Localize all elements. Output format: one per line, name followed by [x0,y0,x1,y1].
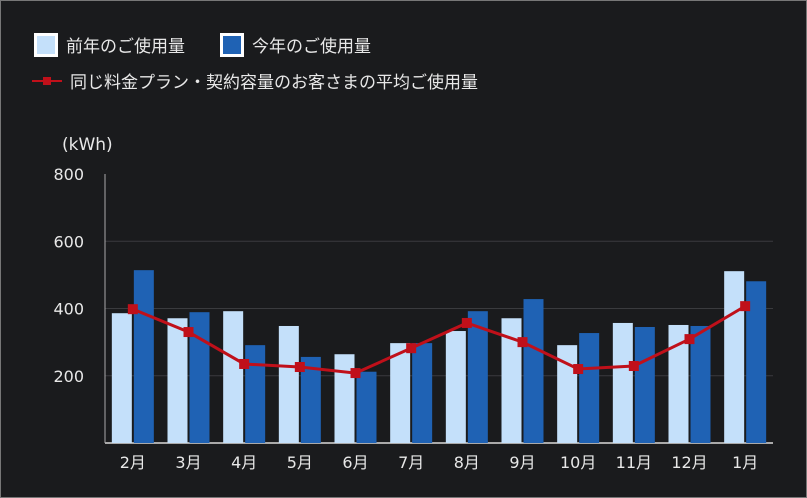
bar-current [412,343,433,443]
bar-current [189,312,210,443]
x-tick-label: 8月 [454,453,480,472]
bar-current [300,356,321,443]
bar-previous [111,313,132,443]
bar-current [133,270,154,443]
bar-current [746,281,767,443]
average-point [684,334,695,345]
bar-previous [445,331,466,443]
x-tick-label: 1月 [732,453,758,472]
legend-swatch-prev [34,32,58,57]
legend-label-curr: 今年のご使用量 [252,37,371,57]
bar-current [579,333,600,443]
bar-previous [612,322,633,443]
x-tick-label: 3月 [175,453,201,472]
y-unit-label: (kWh) [62,135,113,155]
average-point [461,317,472,328]
legend-label-avg: 同じ料金プラン・契約容量のお客さまの平均ご使用量 [70,73,478,93]
bar-current [690,325,711,443]
x-tick-label: 5月 [287,453,313,472]
y-tick-label: 200 [53,367,84,386]
average-point [628,360,639,371]
legend-item-curr: 今年のご使用量 [220,32,371,57]
bar-previous [557,345,578,443]
bar-current [523,299,544,443]
legend-item-prev: 前年のご使用量 [34,32,185,57]
x-tick-label: 7月 [398,453,424,472]
x-tick-label: 11月 [616,453,652,472]
x-tick-label: 4月 [231,453,257,472]
bar-previous [223,311,244,443]
bar-previous [668,324,689,443]
y-tick-label: 400 [53,300,84,319]
x-tick-label: 9月 [509,453,535,472]
x-tick-label: 12月 [671,453,707,472]
average-point [350,368,361,379]
average-point [740,301,751,312]
x-tick-label: 10月 [560,453,596,472]
bar-previous [334,354,355,443]
legend-item-avg: 同じ料金プラン・契約容量のお客さまの平均ご使用量 [30,68,478,93]
bar-current [356,371,377,443]
legend-line-icon [32,76,62,85]
y-tick-label: 600 [53,232,84,251]
legend-label-prev: 前年のご使用量 [66,37,185,57]
bar-current [245,345,266,443]
x-tick-label: 2月 [120,453,146,472]
average-point [183,327,194,338]
bar-previous [501,318,522,443]
bar-previous [390,343,411,443]
bar-current [634,326,655,443]
average-line [132,304,746,375]
average-point [239,358,250,369]
average-point [294,362,305,373]
bar-previous [278,325,299,443]
average-point [406,343,417,354]
average-point [573,364,584,375]
y-tick-label: 800 [53,165,84,184]
average-point [127,304,138,315]
x-tick-label: 6月 [342,453,368,472]
bar-previous [724,271,745,443]
legend-swatch-curr [220,32,244,57]
bar-previous [167,318,188,443]
bar-current [467,311,488,443]
average-point [517,337,528,348]
